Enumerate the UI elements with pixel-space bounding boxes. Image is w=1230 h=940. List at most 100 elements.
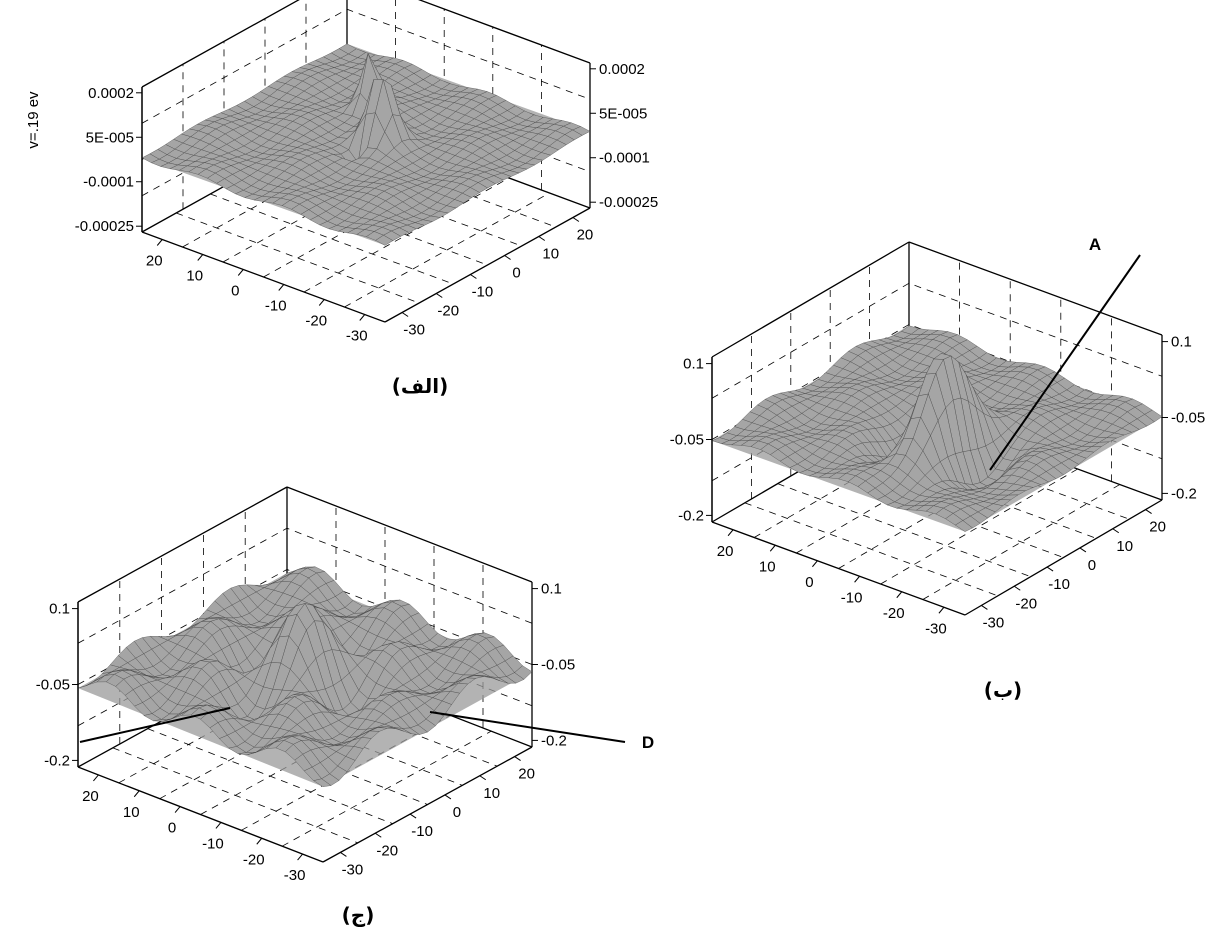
y-tick-label: 0 [453, 804, 461, 821]
x-tick [197, 254, 204, 261]
x-tick [359, 314, 366, 321]
annotation-line-d-left [79, 707, 231, 743]
x-tick [174, 806, 181, 813]
z-tick-label-left: -0.0001 [83, 174, 134, 191]
z-tick-label-right: 0.1 [541, 581, 562, 598]
y-tick-label: -30 [342, 861, 364, 878]
z-tick-label-left: -0.00025 [75, 218, 134, 235]
axis-box-edge [384, 207, 591, 323]
surface-plot-b: 0.1 -0.05 -0.2 0.1 -0.05 -0.2 20 10 0 -10 -20 -30 -3… [670, 241, 1205, 702]
y-tick-label: 0 [1088, 557, 1096, 574]
y-tick [538, 236, 546, 241]
y-tick [572, 217, 580, 222]
annotation-d: D [642, 733, 654, 752]
y-tick-label: 10 [483, 785, 500, 802]
y-tick [470, 274, 477, 279]
x-tick-label: -30 [346, 328, 368, 345]
gridline [210, 193, 454, 285]
x-tick-label: 10 [759, 558, 776, 575]
z-tick-label-left: 0.1 [49, 601, 70, 618]
x-tick-label: -20 [883, 605, 905, 622]
x-tick [278, 284, 285, 291]
y-tick-label: 20 [577, 227, 594, 244]
x-tick [854, 575, 860, 583]
axis-box-edge [711, 241, 910, 358]
x-tick-label: -10 [841, 589, 863, 606]
y-tick-label: 10 [1116, 538, 1133, 555]
z-tick-label-right: -0.00025 [599, 194, 658, 211]
z-tick-label-right: -0.2 [541, 732, 567, 749]
z-tick-label-right: -0.0001 [599, 150, 650, 167]
surface-plot-a: 0.0002 5E-005 -0.0001 -0.00025 0.0002 5E-005 -… [25, 0, 658, 398]
gridline [744, 502, 998, 597]
y-tick [435, 293, 443, 298]
gridline [141, 8, 591, 124]
y-tick-label: 10 [542, 246, 559, 263]
z-tick-label-left: -0.2 [44, 752, 70, 769]
axis-box-edge [964, 499, 1163, 616]
z-tick-label-right: 0.0002 [599, 61, 645, 78]
x-tick-label: 0 [168, 820, 176, 837]
y-tick [1145, 509, 1152, 514]
x-tick-label: -30 [284, 867, 306, 884]
z-tick-label-left: -0.2 [678, 507, 704, 524]
x-tick-label: -20 [243, 851, 265, 868]
y-tick [444, 794, 452, 800]
x-tick [297, 853, 303, 861]
x-tick [237, 269, 244, 276]
annotation-line-d-right [429, 711, 626, 743]
x-tick-label: 0 [231, 283, 239, 300]
y-tick [1046, 566, 1054, 572]
surface-cell [954, 520, 973, 532]
annotations: AD [79, 235, 1141, 752]
x-tick-label: -30 [925, 620, 947, 637]
z-tick-label-left: -0.05 [670, 432, 704, 449]
x-tick-label: 0 [805, 574, 813, 591]
z-tick-label-right: 0.1 [1171, 334, 1192, 351]
x-tick [93, 774, 99, 782]
x-tick-label: -10 [265, 298, 287, 315]
y-tick-label: 20 [518, 766, 535, 783]
surface-plot-c: 0.1 -0.05 -0.2 0.1 -0.05 -0.2 20 10 0 -10 -20 -30 -3… [36, 486, 575, 927]
axis-box-edge [286, 486, 533, 583]
y-tick [374, 832, 382, 838]
y-tick-label: -30 [403, 322, 425, 339]
surface-cell [375, 235, 394, 246]
x-tick-label: 20 [146, 253, 163, 270]
y-tick-label: -20 [437, 303, 459, 320]
panel-caption: (ب) [984, 678, 1022, 702]
axis-box-edge [77, 486, 288, 603]
panel-caption: (ج) [342, 903, 375, 927]
y-tick [401, 312, 409, 317]
gridline [777, 483, 1031, 578]
y-tick [1112, 528, 1120, 534]
z-tick-label-right: -0.2 [1171, 485, 1197, 502]
z-tick-label-left: 0.1 [683, 356, 704, 373]
x-tick [215, 822, 222, 829]
z-tick-label-left: -0.05 [36, 677, 70, 694]
gridline [281, 730, 492, 847]
y-tick [514, 756, 521, 761]
y-tick-label: -10 [1048, 576, 1070, 593]
x-tick-label: 10 [123, 804, 140, 821]
x-tick [896, 591, 903, 599]
annotation-a: A [1089, 235, 1101, 254]
y-tick [340, 852, 347, 857]
x-tick [256, 837, 263, 845]
y-tick-label: 0 [512, 265, 520, 282]
axis-box-edge [418, 0, 591, 64]
y-tick [1079, 547, 1087, 553]
x-tick [318, 299, 325, 306]
x-tick [156, 239, 163, 246]
z-tick-label-right: -0.05 [541, 657, 575, 674]
x-tick [727, 529, 734, 537]
y-tick-label: -10 [472, 284, 494, 301]
z-tick-label-left: 0.0002 [88, 85, 134, 102]
y-tick-label: -10 [411, 823, 433, 840]
x-tick-label: 20 [82, 788, 99, 805]
x-tick [812, 560, 818, 568]
y-tick-label: -20 [1015, 595, 1037, 612]
y-tick [479, 775, 487, 781]
x-tick [938, 606, 945, 614]
